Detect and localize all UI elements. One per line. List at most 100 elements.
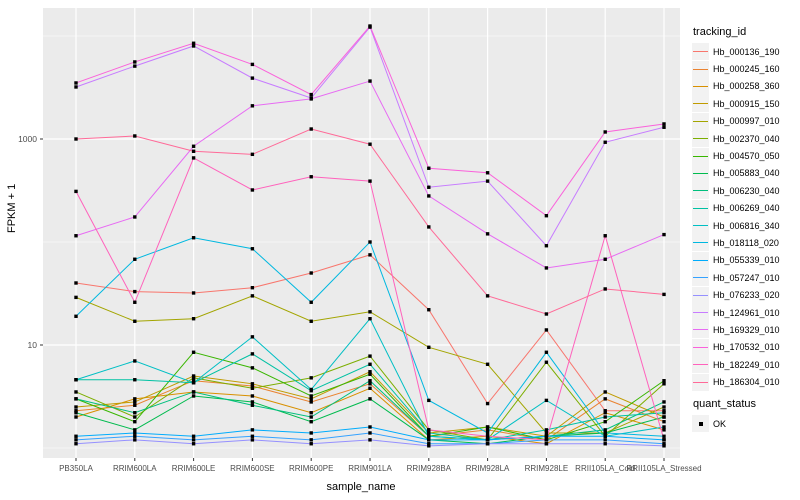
data-point <box>662 425 666 429</box>
data-point <box>427 185 431 189</box>
data-point <box>309 127 313 131</box>
legend-item-Hb_006230_040: Hb_006230_040 <box>692 182 800 200</box>
data-point <box>309 415 313 419</box>
data-point <box>427 442 431 446</box>
data-point <box>250 382 255 386</box>
legend-item-label: Hb_055339_010 <box>713 255 780 266</box>
data-point <box>662 405 666 409</box>
legend-key-line <box>693 51 708 53</box>
data-point <box>250 104 255 108</box>
legend-item-Hb_055339_010: Hb_055339_010 <box>692 251 800 269</box>
data-point <box>74 281 78 285</box>
legend-key-swatch <box>692 77 709 95</box>
data-point <box>662 400 666 404</box>
legend-key-line <box>693 85 708 87</box>
data-point <box>427 398 431 403</box>
legend-key-line <box>693 172 708 174</box>
data-point <box>250 294 255 298</box>
data-point <box>368 79 372 83</box>
legend-key-line <box>693 346 708 348</box>
data-point <box>74 415 78 419</box>
legend-item-label: Hb_182249_010 <box>713 359 780 370</box>
data-point <box>603 409 607 413</box>
data-point <box>485 232 490 236</box>
data-point <box>485 179 490 183</box>
data-point <box>368 317 372 321</box>
data-point <box>368 372 372 376</box>
legend-item-label: Hb_169329_010 <box>713 324 780 335</box>
legend-key-swatch <box>692 112 709 130</box>
data-point <box>133 134 137 138</box>
legend-key-swatch <box>692 182 709 200</box>
data-point <box>74 411 78 415</box>
legend-item-Hb_057247_010: Hb_057247_010 <box>692 269 800 287</box>
legend-key-swatch <box>692 338 709 356</box>
legend-key-swatch <box>692 304 709 322</box>
data-point <box>133 300 137 304</box>
data-point <box>662 434 666 438</box>
legend-key-line <box>693 329 708 331</box>
legend-key-swatch <box>692 234 709 252</box>
data-point <box>544 431 549 435</box>
data-point <box>603 140 607 144</box>
legend-key-swatch <box>692 43 709 61</box>
legend-item-label: Hb_005883_040 <box>713 168 780 179</box>
data-point <box>309 397 313 401</box>
y-tick-label: 10 <box>28 340 38 350</box>
data-point <box>74 85 78 89</box>
data-point <box>74 189 78 194</box>
data-point <box>485 362 490 366</box>
data-point <box>544 244 549 248</box>
legend-items: Hb_000136_190 Hb_000245_160 Hb_000258_360 H… <box>692 43 800 391</box>
data-point <box>427 166 431 170</box>
legend-key-line <box>693 242 708 244</box>
legend-key-swatch <box>692 251 709 269</box>
data-point <box>191 438 196 442</box>
data-point <box>485 428 490 432</box>
data-point <box>662 232 666 237</box>
legend-key-swatch <box>692 373 709 391</box>
data-point <box>368 354 372 358</box>
legend-title-quant-status: quant_status <box>693 398 756 410</box>
x-tick-label: RRIM600PE <box>289 464 333 473</box>
data-point <box>191 379 196 383</box>
data-point <box>191 44 196 48</box>
data-point <box>250 335 255 339</box>
data-point <box>133 438 137 442</box>
legend-item-Hb_000997_010: Hb_000997_010 <box>692 112 800 130</box>
data-point <box>544 434 549 438</box>
data-point <box>662 420 666 424</box>
x-axis-title: sample_name <box>326 481 396 493</box>
data-point <box>309 300 313 304</box>
data-point <box>74 438 78 442</box>
data-point <box>603 390 607 394</box>
data-point <box>191 41 196 45</box>
data-point <box>544 360 549 364</box>
data-point <box>133 420 137 424</box>
legend-item-label: Hb_006230_040 <box>713 185 780 196</box>
data-point <box>74 405 78 409</box>
data-point <box>133 378 137 382</box>
data-point <box>603 428 607 432</box>
data-point <box>309 376 313 380</box>
legend-item-label: Hb_006816_340 <box>713 220 780 231</box>
legend-item-label: Hb_170532_010 <box>713 342 780 353</box>
data-point <box>250 62 255 67</box>
y-tick-label: 1000 <box>18 134 37 144</box>
data-point <box>427 434 431 438</box>
legend-item-Hb_169329_010: Hb_169329_010 <box>692 321 800 339</box>
data-point <box>250 394 255 398</box>
data-point <box>191 434 196 438</box>
data-point <box>368 382 372 386</box>
x-tick-label: RRIM901LA <box>348 464 392 473</box>
data-point <box>133 397 137 401</box>
data-point <box>74 295 78 300</box>
data-point <box>74 81 78 85</box>
legend-key-line <box>693 120 708 122</box>
legend-key-swatch <box>692 415 709 433</box>
x-tick-label: RRIM928LE <box>525 464 569 473</box>
legend-key-swatch <box>692 95 709 113</box>
data-point <box>309 97 313 101</box>
legend-key-line <box>693 190 708 192</box>
data-point <box>603 442 607 446</box>
